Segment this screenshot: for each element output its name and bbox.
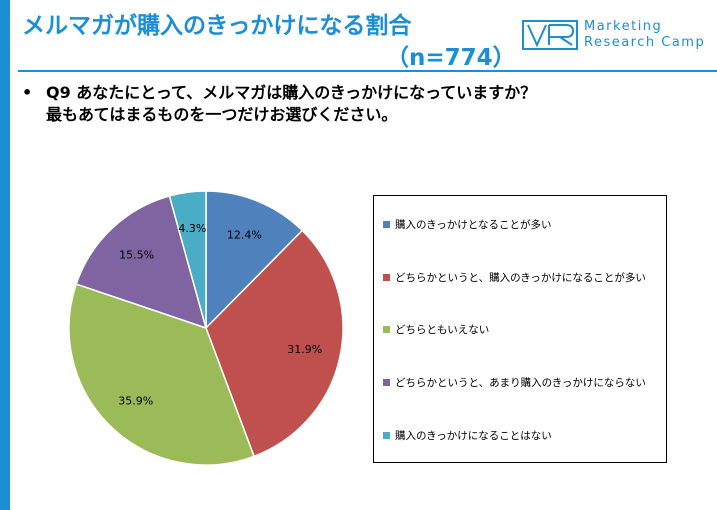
legend-swatch bbox=[383, 431, 390, 439]
slice-label-3: 35.9% bbox=[118, 395, 153, 408]
slice-label-5: 4.3% bbox=[178, 222, 206, 235]
slice-label-4: 15.5% bbox=[119, 249, 154, 262]
pie-slice-1 bbox=[205, 190, 304, 330]
pie-slice-3 bbox=[68, 283, 255, 466]
legend-label: どちらともいえない bbox=[395, 323, 490, 336]
left-accent-bar bbox=[0, 0, 10, 510]
legend-swatch bbox=[383, 378, 390, 386]
logo-line-2: Research Camp bbox=[584, 35, 706, 50]
slice-label-1: 12.4% bbox=[227, 229, 262, 242]
legend-item-2: どちらかというと、購入のきっかけになることが多い bbox=[383, 269, 646, 285]
legend-swatch bbox=[383, 325, 390, 333]
logo-line-1: Marketing bbox=[584, 19, 663, 34]
question-bullet: • bbox=[22, 83, 33, 102]
chart-legend: 購入のきっかけとなることが多いどちらかというと、購入のきっかけになることが多いど… bbox=[373, 195, 667, 463]
legend-item-3: どちらともいえない bbox=[383, 321, 489, 337]
legend-label: 購入のきっかけになることはない bbox=[395, 429, 552, 442]
logo-mark-icon bbox=[522, 20, 578, 50]
company-logo: Marketing Research Camp bbox=[522, 16, 712, 56]
legend-item-5: 購入のきっかけになることはない bbox=[383, 427, 552, 443]
legend-item-4: どちらかというと、あまり購入のきっかけにならない bbox=[383, 374, 646, 390]
pie-slice-4 bbox=[75, 195, 208, 330]
legend-item-1: 購入のきっかけとなることが多い bbox=[383, 216, 551, 232]
slice-label-2: 31.9% bbox=[287, 343, 322, 356]
pie-slice-2 bbox=[205, 229, 344, 458]
header-divider bbox=[18, 70, 717, 72]
legend-swatch bbox=[383, 273, 390, 281]
question-text: Q9 あなたにとって、メルマガは購入のきっかけになっていますか？ 最もあてはまる… bbox=[46, 82, 536, 126]
logo-text: Marketing Research Camp bbox=[584, 19, 705, 51]
legend-swatch bbox=[383, 220, 390, 228]
question-line-2: 最もあてはまるものを一つだけお選びください。 bbox=[46, 105, 398, 124]
legend-label: 購入のきっかけとなることが多い bbox=[395, 218, 552, 231]
legend-label: どちらかというと、購入のきっかけになることが多い bbox=[395, 271, 646, 284]
page-title: メルマガが購入のきっかけになる割合 bbox=[22, 13, 412, 39]
sample-size: （n=774） bbox=[386, 45, 516, 71]
legend-label: どちらかというと、あまり購入のきっかけにならない bbox=[395, 376, 646, 389]
question-line-1: Q9 あなたにとって、メルマガは購入のきっかけになっていますか？ bbox=[46, 83, 537, 102]
pie-slice-5 bbox=[168, 190, 207, 329]
